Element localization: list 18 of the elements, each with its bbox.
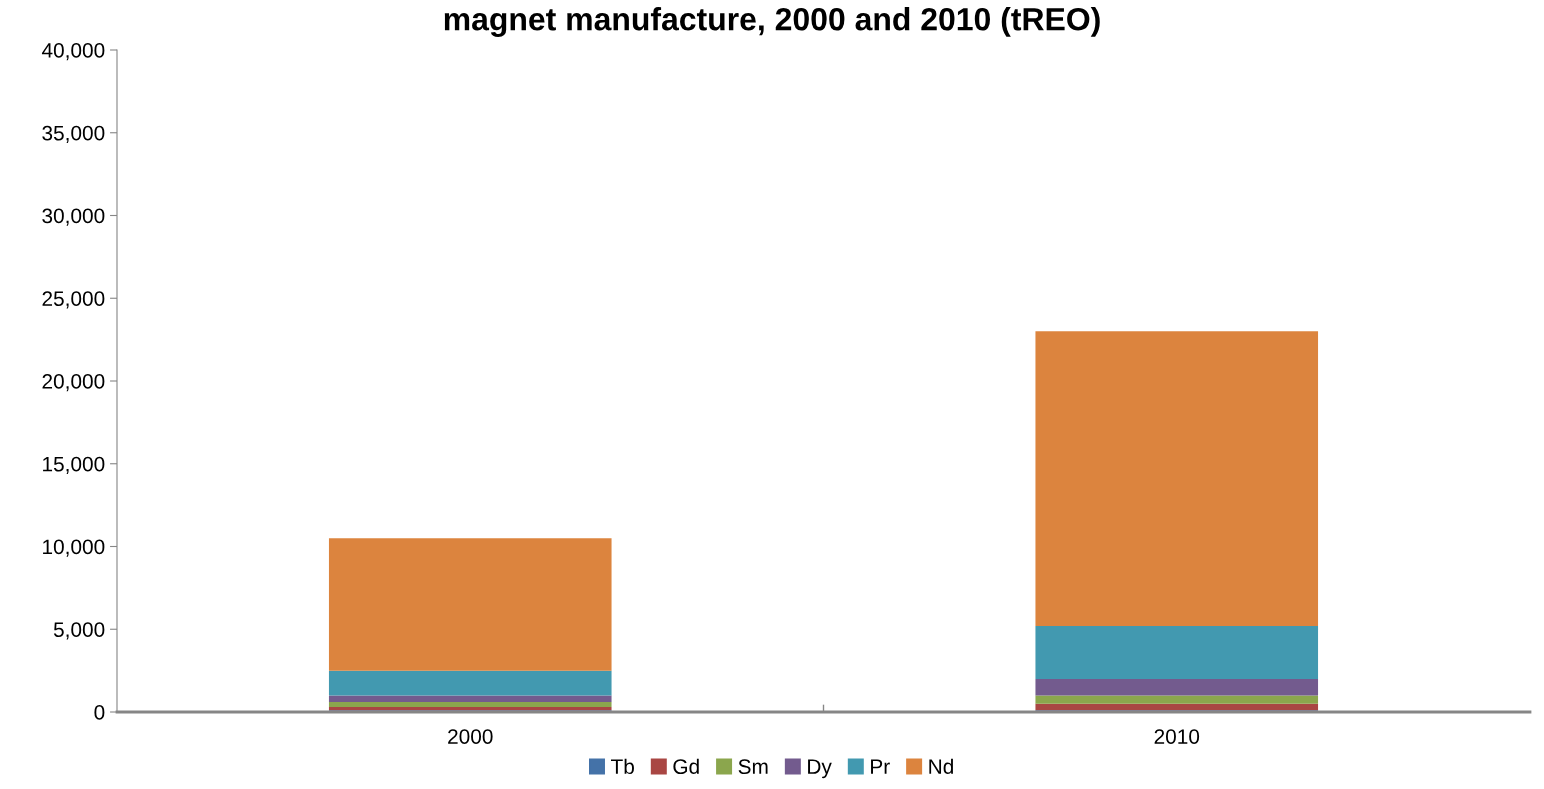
y-tick-label: 30,000 xyxy=(42,208,105,226)
chart-title: magnet manufacture, 2000 and 2010 (tREO) xyxy=(444,7,1100,37)
legend-label: Dy xyxy=(808,759,832,779)
y-tick-label: 5,000 xyxy=(53,622,105,640)
legend-label: Sm xyxy=(738,759,768,775)
y-tick-label: 20,000 xyxy=(42,374,105,392)
legend-label: Tb xyxy=(611,758,634,775)
y-tick-label: 15,000 xyxy=(43,456,105,474)
x-tick-label: 2000 xyxy=(448,729,493,744)
legend-label: Gd xyxy=(673,758,699,775)
y-tick-label: 40,000 xyxy=(41,43,105,61)
y-tick-label: 35,000 xyxy=(42,125,105,143)
y-tick-label: 25,000 xyxy=(42,291,105,309)
legend-label: Nd xyxy=(929,758,953,775)
y-tick-label: 10,000 xyxy=(43,539,105,557)
legend-label: Pr xyxy=(871,759,890,774)
y-tick-label: 0 xyxy=(94,705,105,720)
x-tick-label: 2010 xyxy=(1154,729,1200,744)
